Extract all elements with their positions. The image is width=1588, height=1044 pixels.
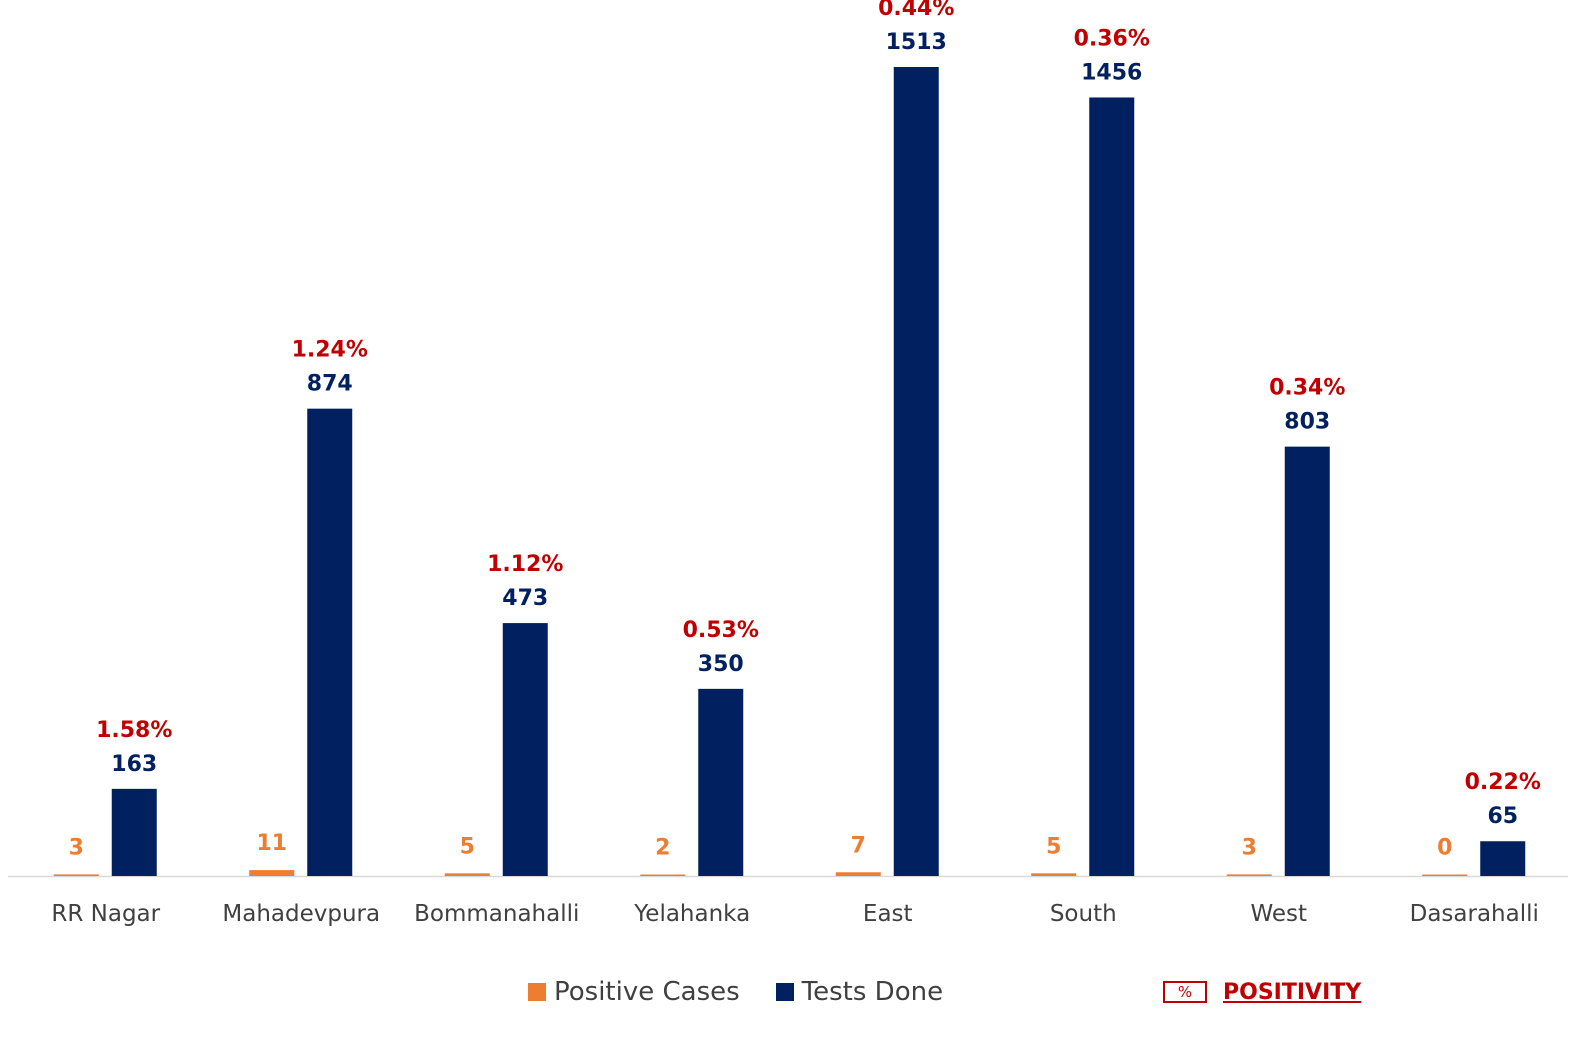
bar-positive-south — [1031, 873, 1077, 876]
value-label-positive-mahadevpura: 11 — [256, 831, 287, 856]
bar-tests-east — [893, 67, 939, 876]
legend-item-tests-done: Tests Done — [775, 977, 944, 1007]
bar-positive-rr-nagar — [53, 874, 99, 876]
bar-positive-mahadevpura — [249, 870, 295, 876]
legend-swatch-tests-done — [775, 983, 794, 1001]
positivity-label: POSITIVITY — [1223, 979, 1362, 1005]
positivity-label-bommanahalli: 1.12% — [487, 552, 563, 577]
value-label-tests-dasarahalli: 65 — [1487, 804, 1518, 829]
legend-swatch-positive-cases — [528, 983, 546, 1001]
bar-tests-bommanahalli — [502, 623, 548, 876]
positivity-symbol: % — [1163, 981, 1207, 1003]
bar-tests-yelahanka — [698, 688, 744, 876]
category-label-west: West — [1250, 901, 1307, 927]
bar-tests-west — [1284, 446, 1330, 876]
category-label-south: South — [1050, 901, 1117, 927]
category-label-yelahanka: Yelahanka — [633, 901, 750, 927]
value-label-tests-west: 803 — [1284, 410, 1330, 435]
value-label-positive-yelahanka: 2 — [655, 836, 670, 861]
category-label-mahadevpura: Mahadevpura — [222, 901, 380, 927]
bar-positive-dasarahalli — [1422, 874, 1468, 876]
positivity-label-yelahanka: 0.53% — [683, 618, 759, 643]
value-label-positive-east: 7 — [851, 833, 866, 858]
bar-positive-yelahanka — [640, 874, 686, 876]
value-label-positive-bommanahalli: 5 — [460, 834, 475, 859]
positivity-label-east: 0.44% — [878, 0, 954, 21]
positivity-label-west: 0.34% — [1269, 376, 1345, 401]
category-label-east: East — [863, 901, 913, 927]
value-label-tests-east: 1513 — [886, 30, 947, 55]
bar-positive-bommanahalli — [444, 873, 490, 876]
value-label-tests-yelahanka: 350 — [698, 652, 744, 677]
legend-item-positive-cases: Positive Cases — [528, 977, 740, 1007]
value-label-positive-dasarahalli: 0 — [1437, 836, 1452, 861]
legend-label-positive-cases: Positive Cases — [554, 977, 740, 1007]
bar-positive-east — [835, 872, 881, 876]
positivity-label-mahadevpura: 1.24% — [292, 338, 368, 363]
bar-tests-mahadevpura — [307, 408, 353, 876]
value-label-positive-west: 3 — [1242, 835, 1257, 860]
value-label-positive-south: 5 — [1046, 834, 1061, 859]
legend: Positive Cases Tests Done — [528, 974, 979, 1010]
value-label-positive-rr-nagar: 3 — [69, 835, 84, 860]
positivity-label-dasarahalli: 0.22% — [1465, 770, 1541, 795]
category-label-rr-nagar: RR Nagar — [51, 901, 160, 927]
bar-tests-rr-nagar — [111, 788, 157, 876]
value-label-tests-south: 1456 — [1081, 60, 1142, 85]
bar-tests-south — [1089, 97, 1135, 877]
bar-tests-dasarahalli — [1480, 841, 1526, 876]
category-label-dasarahalli: Dasarahalli — [1410, 901, 1539, 927]
value-label-tests-rr-nagar: 163 — [111, 752, 157, 777]
bar-positive-west — [1226, 874, 1272, 876]
legend-item-positivity: % POSITIVITY — [1163, 974, 1361, 1010]
value-label-tests-mahadevpura: 874 — [307, 372, 353, 397]
value-label-tests-bommanahalli: 473 — [502, 586, 548, 611]
positivity-label-south: 0.36% — [1074, 26, 1150, 51]
legend-label-tests-done: Tests Done — [801, 977, 944, 1007]
category-label-bommanahalli: Bommanahalli — [414, 901, 579, 927]
positivity-label-rr-nagar: 1.58% — [96, 718, 172, 743]
